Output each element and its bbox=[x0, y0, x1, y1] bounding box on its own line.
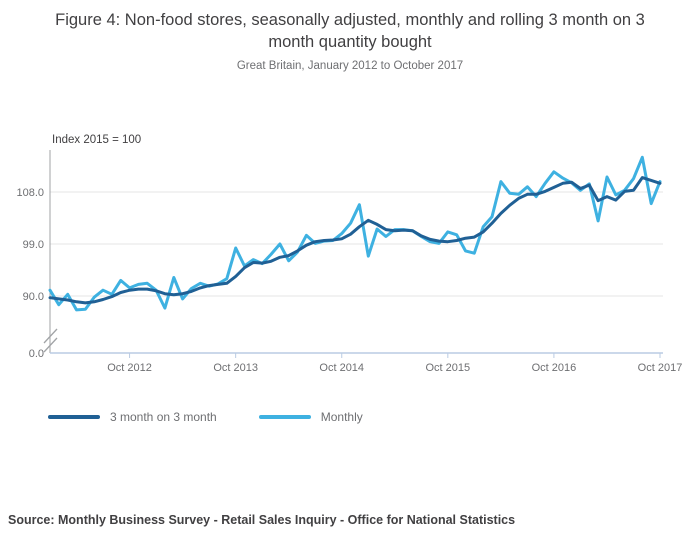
legend-item-3m-on-3m: 3 month on 3 month bbox=[48, 410, 217, 424]
y-tick-label: 99.0 bbox=[23, 239, 44, 251]
chart-subtitle: Great Britain, January 2012 to October 2… bbox=[236, 60, 464, 72]
3m-on-3m-series-line bbox=[48, 176, 662, 305]
source-note: Source: Monthly Business Survey - Retail… bbox=[8, 513, 516, 527]
monthly-series-line bbox=[48, 155, 662, 312]
x-tick-label: Oct 2017 bbox=[638, 362, 683, 374]
y-tick-label: 90.0 bbox=[23, 291, 44, 303]
x-tick-label: Oct 2014 bbox=[319, 362, 364, 374]
3m-on-3m-line-swatch bbox=[48, 415, 100, 419]
chart-title: Figure 4: Non-food stores, seasonally ad… bbox=[55, 11, 645, 51]
legend: 3 month on 3 month Monthly bbox=[48, 410, 405, 424]
x-tick-label: Oct 2016 bbox=[532, 362, 577, 374]
y-tick-label: 108.0 bbox=[16, 187, 44, 199]
y-tick-label: 0.0 bbox=[29, 348, 44, 360]
x-tick-label: Oct 2013 bbox=[213, 362, 258, 374]
legend-label-monthly: Monthly bbox=[320, 410, 363, 424]
monthly-line-swatch bbox=[258, 415, 311, 419]
x-tick-label: Oct 2012 bbox=[107, 362, 152, 374]
axis-break-slash bbox=[43, 328, 58, 344]
axis-break-slash bbox=[43, 337, 58, 353]
x-tick-label: Oct 2015 bbox=[426, 362, 471, 374]
legend-label-3m-on-3m: 3 month on 3 month bbox=[110, 410, 217, 424]
line-chart-plot-area: 0.0 90.0 99.0 108.0 Oct 2012 Oct 2013 Oct 2014… bbox=[16, 134, 683, 374]
legend-item-monthly: Monthly bbox=[258, 410, 363, 424]
unit-label: Index 2015 = 100 bbox=[52, 134, 141, 146]
